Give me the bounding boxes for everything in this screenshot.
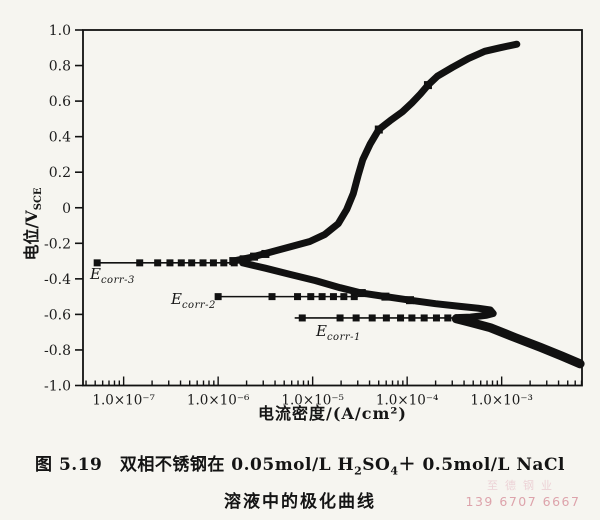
y-axis-title: 电位/VSCE [18,174,44,274]
square-anodic-passive-branch [239,255,248,264]
marker-ocp-line-Ecorr-2 [307,293,315,301]
marker-ocp-line-Ecorr-3 [188,259,196,267]
y-tick-label: 0.6 [49,94,71,110]
marker-ocp-line-Ecorr-1 [368,314,376,322]
square-anodic-passive-branch [250,252,259,261]
marker-ocp-line-Ecorr-2 [214,293,222,301]
marker-ocp-line-Ecorr-1 [382,314,390,322]
square-anodic-passive-branch [229,257,238,266]
marker-ocp-line-Ecorr-2 [318,293,326,301]
marker-ocp-line-Ecorr-3 [93,259,101,267]
caption-text-3: ＋ 0.5mol/L NaCl [398,455,565,475]
marker-ocp-line-Ecorr-1 [408,314,416,322]
curve-anodic-passive-branch [229,40,521,265]
watermark-company: 至德钢业 [487,479,559,492]
marker-ocp-line-Ecorr-1 [336,314,344,322]
ecorr-3-label: Ecorr-3 [90,265,135,286]
marker-ocp-line-Ecorr-2 [294,293,302,301]
square-anodic-passive-branch [423,81,432,90]
x-axis-title: 电流密度/(A/cm²) [258,404,407,423]
marker-ocp-line-Ecorr-1 [420,314,428,322]
ecorr-3-subscript: corr-3 [100,275,135,286]
marker-ocp-line-Ecorr-3 [199,259,207,267]
marker-ocp-line-Ecorr-2 [340,293,348,301]
y-tick-label: 0.8 [49,59,71,75]
ecorr-2-label: Ecorr-2 [171,290,216,311]
marker-ocp-line-Ecorr-3 [136,259,144,267]
y-tick-label: -0.2 [44,236,71,252]
ecorr-2-subscript: corr-2 [181,300,216,311]
figure-caption: 图 5.19 双相不锈钢在 0.05mol/L H2SO4＋ 0.5mol/L … [8,450,592,512]
marker-ocp-line-Ecorr-1 [397,314,405,322]
ecorr-1-label: Ecorr-1 [316,322,361,343]
marker-ocp-line-Ecorr-2 [268,293,276,301]
y-tick-label: -1.0 [44,379,71,395]
ecorr-1-subscript: corr-1 [326,332,361,343]
caption-line-2: 溶液中的极化曲线 [224,492,376,513]
x-tick-label: 1.0×10⁻⁷ [92,393,155,409]
y-tick-label: -0.8 [44,343,71,359]
x-tick-label: 1.0×10⁻³ [470,393,533,409]
curve-cathodic-branch-hairpin [239,259,497,322]
x-tick-label: 1.0×10⁻⁵ [281,393,344,409]
caption-subscript-1: 2 [354,464,363,478]
square-cathodic-branch-hairpin [405,296,414,305]
y-axis-title-text: 电位/V [22,210,41,261]
marker-ocp-line-Ecorr-1 [444,314,452,322]
marker-ocp-line-Ecorr-1 [432,314,440,322]
ecorr-2-symbol: E [171,290,182,308]
ecorr-3-symbol: E [90,265,101,283]
marker-ocp-line-Ecorr-3 [166,259,174,267]
watermark: 至德钢业 139 6707 6667 [455,477,591,509]
y-tick-label: -0.6 [44,307,71,323]
marker-ocp-line-Ecorr-2 [350,293,358,301]
square-anodic-passive-branch [374,125,383,134]
y-tick-label: 1.0 [49,23,71,39]
x-tick-label: 1.0×10⁻⁶ [187,393,250,409]
curve-cathodic-tafel-branch [451,314,585,369]
y-tick-label: -0.4 [44,272,71,288]
marker-ocp-line-Ecorr-2 [329,293,337,301]
y-tick-label: 0.2 [49,165,71,181]
marker-ocp-line-Ecorr-3 [209,259,217,267]
caption-text-1: 图 5.19 双相不锈钢在 0.05mol/L H [35,455,355,475]
y-axis-title-subscript: SCE [33,187,45,211]
x-tick-label: 1.0×10⁻⁴ [376,393,439,409]
y-tick-label: 0.4 [49,130,71,146]
caption-text-2: SO [362,455,391,475]
y-tick-label: 0 [62,201,71,217]
caption-line-1: 图 5.19 双相不锈钢在 0.05mol/L H2SO4＋ 0.5mol/L … [8,450,592,477]
watermark-phone: 139 6707 6667 [465,494,581,509]
marker-ocp-line-Ecorr-3 [220,259,228,267]
marker-ocp-line-Ecorr-1 [298,314,306,322]
marker-ocp-line-Ecorr-3 [154,259,162,267]
marker-ocp-line-Ecorr-1 [352,314,360,322]
square-cathodic-branch-hairpin [381,292,390,301]
marker-ocp-line-Ecorr-3 [177,259,185,267]
polarization-chart: 1.0 0.8 0.6 0.4 0.2 0 -0.2 -0.4 -0.6 -0.8 -1.0 1.0×… [44,23,585,409]
square-anodic-passive-branch [261,249,270,258]
caption-subscript-2: 4 [390,464,399,478]
ecorr-1-symbol: E [316,322,327,340]
square-cathodic-branch-hairpin [357,289,366,298]
